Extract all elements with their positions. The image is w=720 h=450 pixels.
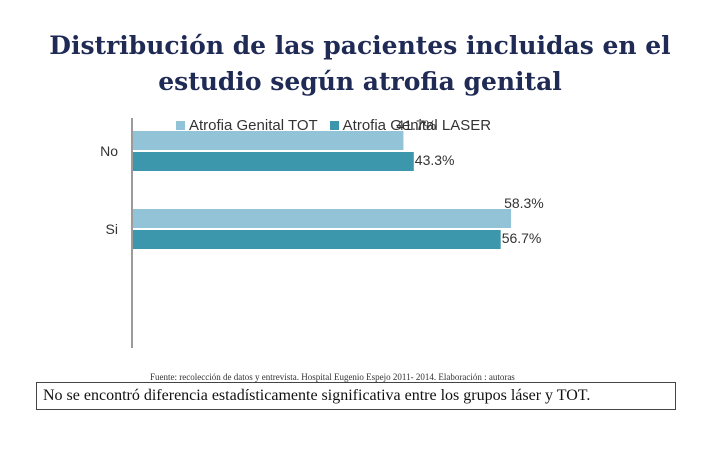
bar-si-tot [133, 209, 512, 228]
data-label-no-laser: 43.3% [415, 152, 455, 168]
legend: Atrofia Genital TOT Atrofia Genital LASE… [176, 117, 491, 134]
legend-swatch-laser [329, 121, 339, 130]
bar-no-tot [133, 131, 404, 150]
conclusion-box: No se encontró diferencia estadísticamen… [36, 382, 676, 410]
bar-no-laser [133, 152, 414, 171]
data-label-si-laser: 56.7% [502, 230, 542, 246]
legend-label-tot: Atrofia Genital TOT [189, 117, 318, 134]
legend-swatch-tot [176, 121, 185, 130]
source-note: Fuente: recolección de datos y entrevist… [150, 372, 515, 382]
chart-title: Distribución de las pacientes incluidas … [49, 31, 671, 96]
legend-item-laser: Atrofia Genital LASER [329, 117, 492, 134]
category-label-si: Si [106, 221, 118, 237]
data-label-si-tot: 58.3% [504, 195, 544, 211]
category-label-no: No [100, 143, 118, 159]
legend-item-tot: Atrofia Genital TOT [176, 117, 318, 134]
bar-si-laser [133, 230, 501, 249]
legend-label-laser: Atrofia Genital LASER [342, 117, 492, 134]
data-label-no-tot: 41.7% [396, 117, 436, 133]
